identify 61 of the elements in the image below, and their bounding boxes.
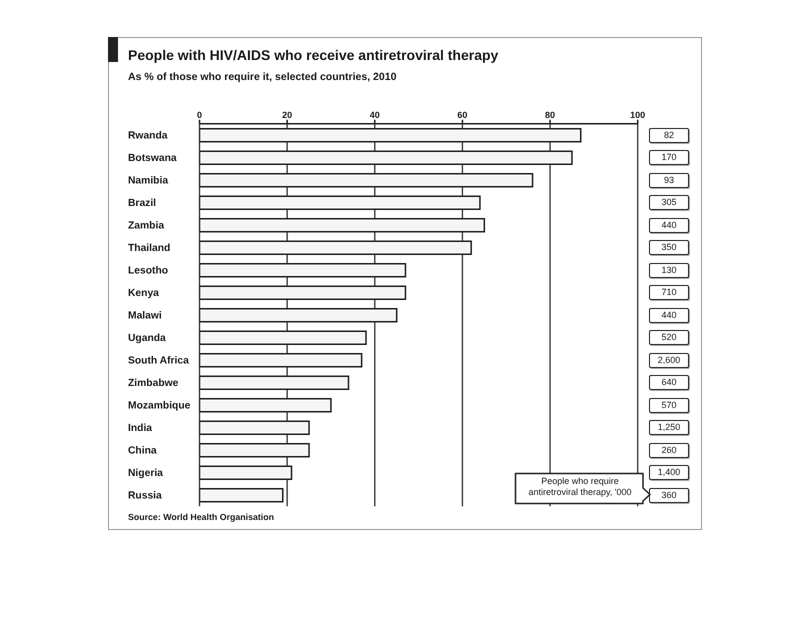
x-tick-label: 40	[370, 110, 380, 120]
chart-title: People with HIV/AIDS who receive antiretroviral therapy	[128, 47, 498, 63]
data-label: 520	[649, 330, 689, 345]
data-label: 570	[649, 398, 689, 412]
y-tick-label: Zimbabwe	[128, 378, 179, 390]
bar	[200, 488, 284, 502]
y-tick-label: Namibia	[128, 176, 168, 187]
y-tick-label: India	[128, 423, 152, 434]
y-tick-label: Nigeria	[128, 468, 164, 480]
y-tick-label: Kenya	[128, 288, 160, 300]
data-label: 440	[649, 218, 689, 232]
y-tick-label: Russia	[128, 490, 162, 502]
bar	[200, 376, 350, 390]
data-label: 710	[649, 285, 689, 300]
bar	[200, 196, 481, 210]
data-label: 93	[649, 172, 689, 188]
y-tick-label: Uganda	[128, 333, 166, 344]
bar	[200, 128, 582, 142]
y-tick-label: China	[128, 446, 157, 457]
y-tick-label: Rwanda	[128, 130, 168, 142]
data-label: 440	[649, 308, 689, 322]
data-label: 640	[649, 375, 689, 390]
data-label: 260	[649, 442, 689, 458]
bar	[200, 353, 362, 368]
data-label: 350	[649, 240, 689, 255]
bar	[200, 443, 310, 458]
data-label: 82	[649, 128, 689, 142]
y-tick-label: Zambia	[128, 220, 164, 232]
data-label: 1,400	[649, 465, 689, 480]
bar	[200, 466, 292, 480]
y-tick-label: Lesotho	[128, 266, 168, 277]
data-label: 305	[649, 195, 689, 210]
bar	[200, 308, 398, 322]
bar	[200, 240, 472, 255]
y-tick-label: Malawi	[128, 310, 162, 322]
bar	[200, 218, 486, 232]
data-label: 170	[649, 150, 689, 165]
x-tick-label: 60	[457, 110, 468, 120]
bar	[200, 330, 367, 345]
bar	[200, 150, 573, 165]
bar	[200, 420, 310, 435]
data-label: 130	[649, 262, 689, 278]
text: People who require antiretroviral therapy, '000	[527, 476, 633, 498]
data-label: 1,250	[649, 420, 689, 435]
x-tick-label: 80	[545, 110, 556, 120]
y-tick-label: South Africa	[128, 356, 190, 367]
y-tick-label: Thailand	[128, 243, 170, 254]
x-tick-label: 20	[282, 110, 292, 120]
x-tick-label: 100	[630, 110, 646, 120]
source-note: Source: World Health Organisation	[128, 512, 274, 522]
y-tick-label: Botswana	[128, 153, 177, 164]
bar	[200, 286, 406, 300]
bar	[200, 173, 534, 188]
bar	[200, 398, 332, 412]
bar	[200, 263, 406, 278]
x-tick-label: 0	[196, 110, 202, 120]
y-tick-label: Brazil	[128, 198, 156, 210]
data-label: 2,600	[649, 352, 689, 368]
chart-subtitle: As % of those who require it, selected countries, 2010	[128, 71, 396, 83]
data-label: 360	[649, 488, 689, 502]
y-tick-label: Mozambique	[128, 400, 191, 412]
